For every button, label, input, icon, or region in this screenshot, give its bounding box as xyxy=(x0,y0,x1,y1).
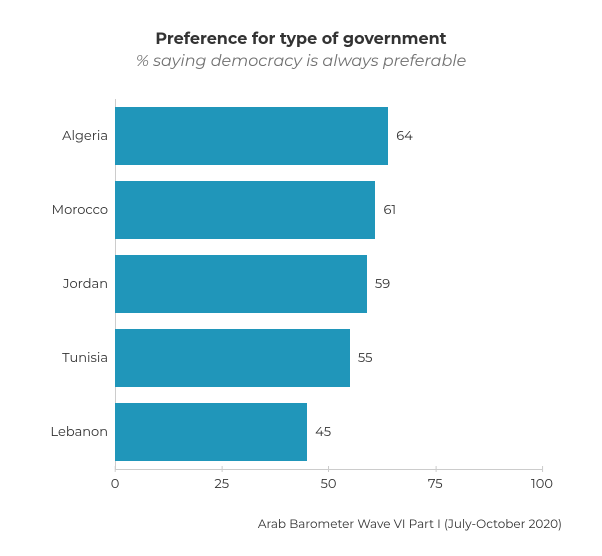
bar-track: 59 xyxy=(115,255,542,313)
bar-row: Lebanon45 xyxy=(115,395,542,469)
bar-track: 45 xyxy=(115,403,542,461)
chart-container: Preference for type of government % sayi… xyxy=(0,0,602,556)
chart-source: Arab Barometer Wave VI Part I (July-Octo… xyxy=(40,517,562,532)
bar-row: Algeria64 xyxy=(115,99,542,173)
x-tick: 0 xyxy=(111,476,120,492)
bar xyxy=(115,403,307,461)
category-label: Lebanon xyxy=(30,424,108,440)
plot-area: Algeria64Morocco61Jordan59Tunisia55Leban… xyxy=(115,99,542,469)
category-label: Algeria xyxy=(30,128,108,144)
bar xyxy=(115,181,375,239)
x-tick: 75 xyxy=(428,476,443,492)
value-label: 55 xyxy=(358,350,373,366)
x-axis: 0255075100 xyxy=(115,469,542,499)
value-label: 45 xyxy=(315,424,331,440)
value-label: 61 xyxy=(383,202,396,218)
x-tick: 25 xyxy=(214,476,229,492)
bar-row: Tunisia55 xyxy=(115,321,542,395)
bar-row: Morocco61 xyxy=(115,173,542,247)
category-label: Jordan xyxy=(30,276,108,292)
bar-track: 64 xyxy=(115,107,542,165)
x-tick: 100 xyxy=(531,476,553,492)
bar xyxy=(115,107,388,165)
bar-row: Jordan59 xyxy=(115,247,542,321)
chart-subtitle: % saying democracy is always preferable xyxy=(40,52,562,71)
value-label: 64 xyxy=(396,128,413,144)
bar xyxy=(115,255,367,313)
bar-track: 55 xyxy=(115,329,542,387)
bar xyxy=(115,329,350,387)
bar-track: 61 xyxy=(115,181,542,239)
chart-title: Preference for type of government xyxy=(40,30,562,49)
value-label: 59 xyxy=(375,276,390,292)
x-tick: 50 xyxy=(321,476,337,492)
category-label: Morocco xyxy=(30,202,108,218)
category-label: Tunisia xyxy=(30,350,108,366)
